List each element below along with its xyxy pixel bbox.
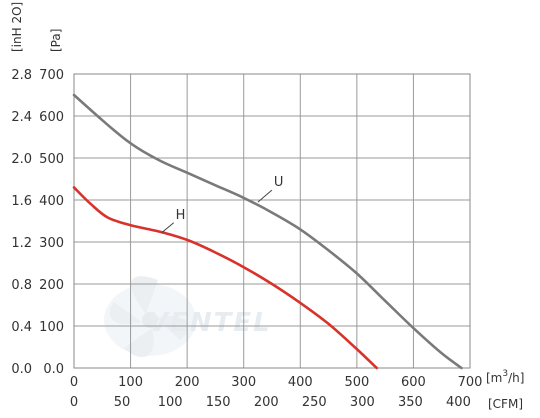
x-axis-label-m3h: [m3/h] [486, 369, 524, 385]
curve-label-leader [161, 222, 175, 234]
x-tick-label-m3h: 100 [118, 375, 143, 390]
curves: UH [72, 93, 463, 370]
y-tick-label-pa: 300 [39, 236, 64, 251]
y-tick-label-pa: 400 [39, 194, 64, 209]
x-tick-label-cfm: 50 [114, 395, 131, 410]
y-axis-ticks-pa: 0.0 100 200 300 400 500 600 700 [39, 68, 64, 377]
y-axis-ticks-inh2o: 0.0 0.4 0.8 1.2 1.6 2.0 2.4 2.8 [11, 68, 32, 377]
x-tick-label-m3h: 500 [344, 375, 369, 390]
x-tick-label-cfm: 0 [70, 395, 78, 410]
x-tick-label-m3h: 300 [231, 375, 256, 390]
y-axis-label-pa: [Pa] [49, 29, 63, 52]
x-tick-label-m3h: 200 [175, 375, 200, 390]
x-axis-ticks-m3h: 0 100 200 300 400 500 600 700 [70, 375, 483, 390]
x-tick-label-m3h: 700 [458, 375, 483, 390]
x-axis-label-cfm: [CFM] [488, 397, 523, 411]
x-tick-label-cfm: 250 [302, 395, 327, 410]
y-tick-label-inh2o: 0.8 [11, 278, 32, 293]
x-axis-label-main: [m [486, 371, 502, 385]
x-tick-label-m3h: 600 [401, 375, 426, 390]
y-tick-label-pa: 0.0 [43, 362, 64, 377]
y-tick-label-inh2o: 2.8 [11, 68, 32, 83]
y-tick-label-inh2o: 1.6 [11, 194, 32, 209]
y-tick-label-pa: 200 [39, 278, 64, 293]
y-tick-label-inh2o: 0.0 [11, 362, 32, 377]
x-tick-label-cfm: 350 [398, 395, 423, 410]
curve-u [72, 93, 463, 370]
y-tick-label-inh2o: 0.4 [11, 320, 32, 335]
x-tick-label-cfm: 300 [350, 395, 375, 410]
y-tick-label-inh2o: 1.2 [11, 236, 32, 251]
fan-logo-icon [104, 276, 196, 358]
y-tick-label-pa: 700 [39, 68, 64, 83]
y-tick-label-pa: 100 [39, 320, 64, 335]
x-axis-ticks-cfm: 0 50 100 150 200 250 300 350 400 [70, 395, 471, 410]
plot-border [73, 73, 471, 369]
y-axis-label-inh2o: [inH 2O] [10, 2, 24, 52]
y-tick-label-pa: 600 [39, 110, 64, 125]
ventel-watermark: VENTEL [104, 276, 272, 358]
y-tick-label-inh2o: 2.0 [11, 152, 32, 167]
curve-label-leader [257, 189, 273, 203]
watermark-text: VENTEL [148, 308, 272, 338]
curve-label-u: U [274, 175, 284, 190]
y-tick-label-pa: 500 [39, 152, 64, 167]
curve-h [72, 186, 378, 370]
x-tick-label-cfm: 150 [206, 395, 231, 410]
x-tick-label-m3h: 0 [70, 375, 78, 390]
x-axis-label-sup: 3 [502, 369, 508, 379]
plot-grid [74, 74, 470, 368]
x-tick-label-m3h: 400 [288, 375, 313, 390]
x-tick-label-cfm: 400 [446, 395, 471, 410]
curve-label-h: H [176, 208, 186, 223]
x-tick-label-cfm: 200 [254, 395, 279, 410]
x-axis-label-tail: /h] [508, 371, 524, 385]
x-tick-label-cfm: 100 [158, 395, 183, 410]
y-tick-label-inh2o: 2.4 [11, 110, 32, 125]
